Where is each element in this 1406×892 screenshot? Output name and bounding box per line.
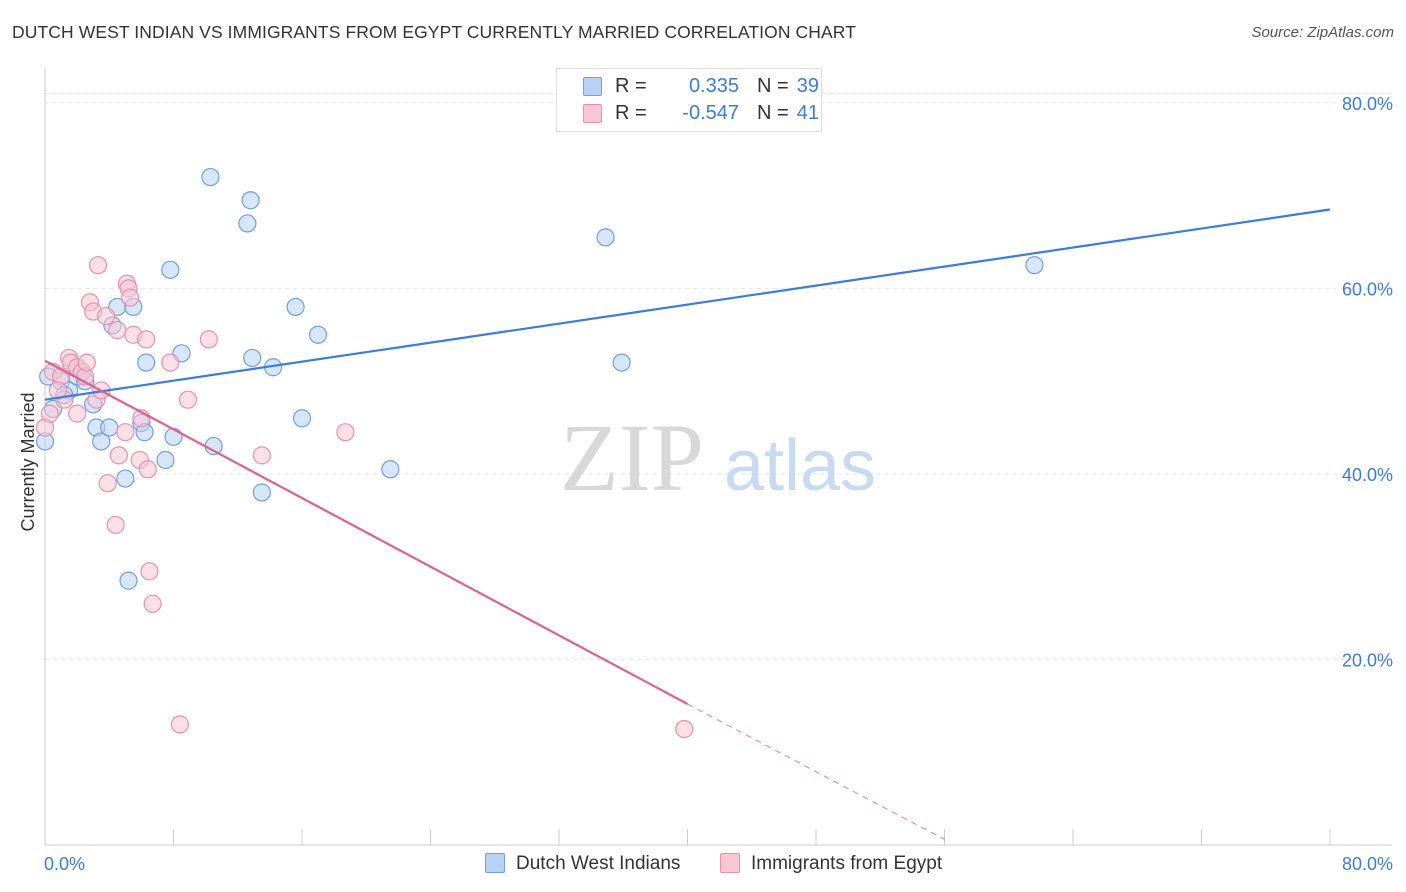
data-point [161, 260, 180, 279]
data-point [161, 353, 180, 372]
data-point [336, 423, 355, 442]
legend-swatch-blue [485, 853, 505, 873]
data-point [164, 427, 183, 446]
data-point [675, 719, 694, 739]
legend-series-name: Dutch West Indians [516, 853, 681, 874]
series-immigrants-from-egypt [35, 256, 694, 739]
data-point [292, 409, 312, 428]
watermark-atlas: atlas [724, 426, 876, 506]
data-point [238, 214, 257, 233]
data-point [201, 167, 220, 187]
legend-swatch-blue [583, 77, 602, 96]
data-point [252, 446, 271, 465]
legend-r-label: R = [615, 75, 647, 97]
tick-labels: 20.0% 40.0% 60.0% 80.0% 0.0% 80.0% [44, 94, 1393, 874]
data-point [138, 460, 157, 479]
data-point [1025, 256, 1044, 275]
trend-lines [44, 208, 1331, 840]
data-point [286, 297, 305, 317]
axes [44, 68, 1392, 846]
y-tick-label: 40.0% [1342, 465, 1393, 485]
data-point [143, 594, 162, 613]
data-point [88, 256, 108, 275]
data-point [40, 404, 59, 423]
data-point [170, 715, 190, 734]
grid-lines [45, 93, 1392, 660]
data-point [116, 423, 135, 442]
data-point [308, 325, 328, 344]
legend-swatch-pink [720, 853, 740, 873]
data-point [596, 228, 615, 247]
trend-line [44, 208, 1331, 401]
data-point [121, 288, 140, 307]
x-tick-label: 80.0% [1342, 854, 1393, 874]
data-point [77, 353, 96, 372]
legend-r-label: R = [615, 102, 647, 124]
y-tick-label: 60.0% [1342, 279, 1393, 299]
data-point [243, 348, 262, 368]
y-tick-label: 80.0% [1342, 94, 1393, 114]
legend-series-name: Immigrants from Egypt [751, 853, 943, 874]
data-point [106, 515, 125, 535]
data-point [140, 562, 159, 581]
trend-line [44, 359, 689, 705]
data-point [156, 450, 175, 470]
stats-legend: R = 0.335 N = 39 R = -0.547 N = 41 [556, 68, 822, 132]
y-tick-label: 20.0% [1342, 650, 1393, 670]
data-point [68, 404, 87, 423]
data-point [98, 474, 117, 493]
data-point [381, 460, 400, 479]
data-point [178, 390, 198, 409]
legend-n-label: N = [757, 102, 789, 124]
legend-r-value: 0.335 [688, 75, 739, 97]
data-point [109, 446, 128, 465]
data-point [92, 432, 111, 451]
source-label: Source: ZipAtlas.com [1251, 24, 1394, 41]
data-point [119, 571, 138, 590]
legend-r-value: -0.547 [682, 102, 739, 124]
legend-n-label: N = [757, 75, 789, 97]
y-axis-label: Currently Married [18, 392, 38, 531]
legend-n-value: 41 [796, 102, 819, 124]
data-point [241, 191, 260, 210]
watermark-zip: ZIP [560, 404, 704, 511]
data-point [100, 418, 119, 437]
data-point [96, 307, 116, 326]
chart-title: DUTCH WEST INDIAN VS IMMIGRANTS FROM EGY… [12, 22, 856, 42]
x-tick-label: 0.0% [44, 854, 85, 874]
data-point [199, 330, 218, 349]
data-point [252, 483, 271, 502]
watermark: ZIP atlas [560, 404, 876, 511]
trend-line-extension [687, 703, 945, 840]
data-point [137, 353, 156, 372]
data-point [116, 469, 135, 488]
legend-n-value: 39 [796, 75, 819, 97]
data-point [137, 330, 156, 349]
data-point [612, 353, 631, 372]
legend-swatch-pink [583, 104, 602, 123]
data-point [108, 321, 127, 340]
data-point [48, 381, 67, 400]
